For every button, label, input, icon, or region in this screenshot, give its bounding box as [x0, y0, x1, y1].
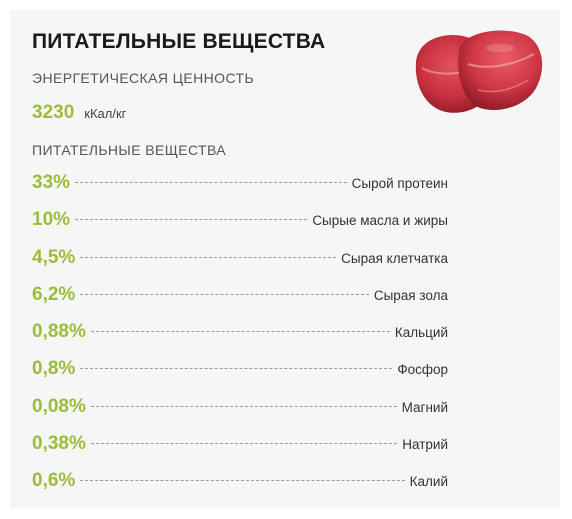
dotted-leader	[75, 182, 347, 183]
nutrient-name: Калий	[409, 474, 448, 490]
dotted-leader	[90, 443, 398, 445]
nutrient-name: Магний	[401, 399, 448, 415]
nutrient-percent: 0,6%	[32, 470, 76, 492]
nutrient-row-fiber: 4,5% Сырая клетчатка	[32, 247, 448, 284]
dotted-leader	[80, 368, 393, 370]
nutrient-percent: 4,5%	[32, 246, 76, 268]
nutrient-name: Фосфор	[397, 362, 448, 378]
nutrient-list: 33% Сырой протеин 10% Сырые масла и жиры…	[32, 172, 448, 508]
energy-unit: кКал/кг	[84, 106, 127, 121]
nutrient-name: Сырой протеин	[351, 176, 448, 191]
nutrient-percent: 0,08%	[32, 395, 86, 417]
dotted-leader	[90, 405, 397, 407]
energy-heading: ЭНЕРГЕТИЧЕСКАЯ ЦЕННОСТЬ	[32, 70, 255, 86]
nutrient-row-calcium: 0,88% Кальций	[32, 321, 448, 358]
nutrient-name: Кальций	[394, 325, 448, 341]
nutrient-row-magnesium: 0,08% Магний	[32, 396, 448, 433]
nutrient-row-ash: 6,2% Сырая зола	[32, 284, 448, 321]
nutrient-row-potassium: 0,6% Калий	[32, 470, 448, 507]
nutrient-row-sodium: 0,38% Натрий	[32, 433, 448, 470]
nutrient-row-protein: 33% Сырой протеин	[32, 172, 448, 209]
nutrient-percent: 0,8%	[32, 358, 76, 380]
nutrient-percent: 6,2%	[32, 283, 76, 305]
nutrient-name: Сырая клетчатка	[341, 250, 448, 266]
nutrient-name: Натрий	[402, 437, 448, 453]
nutrient-name: Сырая зола	[373, 287, 448, 303]
nutrient-percent: 33%	[32, 172, 71, 193]
nutrients-heading: ПИТАТЕЛЬНЫЕ ВЕЩЕСТВА	[32, 142, 226, 158]
dotted-leader	[75, 219, 308, 221]
nutrition-card: ПИТАТЕЛЬНЫЕ ВЕЩЕСТВА ЭНЕРГЕТИЧЕСКАЯ ЦЕНН…	[10, 10, 560, 508]
dotted-leader	[80, 480, 405, 482]
dotted-leader	[80, 256, 337, 258]
nutrient-row-fat: 10% Сырые масла и жиры	[32, 209, 448, 246]
energy-value-row: 3230 кКал/кг	[32, 102, 126, 124]
meat-image	[415, 30, 543, 113]
page-title: ПИТАТЕЛЬНЫЕ ВЕЩЕСТВА	[32, 30, 326, 53]
nutrient-percent: 10%	[32, 209, 71, 231]
nutrient-percent: 0,88%	[32, 321, 86, 343]
dotted-leader	[90, 331, 390, 333]
nutrient-name: Сырые масла и жиры	[312, 213, 448, 229]
nutrient-row-phosphorus: 0,8% Фосфор	[32, 358, 448, 395]
dotted-leader	[80, 293, 369, 295]
nutrient-percent: 0,38%	[32, 433, 86, 455]
energy-value: 3230	[32, 102, 75, 123]
